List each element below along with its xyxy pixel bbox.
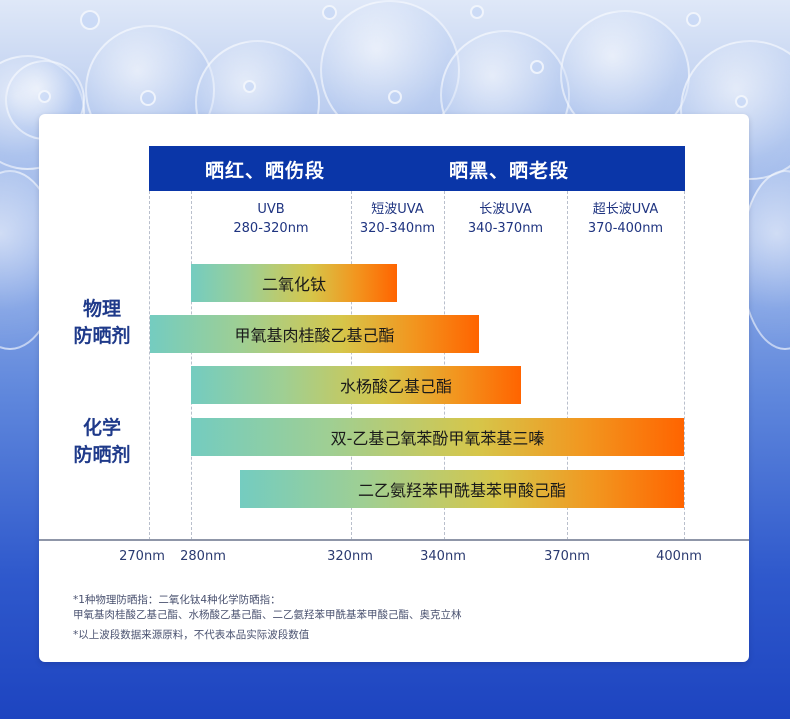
column-range: 340-370nm <box>467 221 544 236</box>
bar-dhhb: 二乙氨羟苯甲酰基苯甲酸己酯 <box>240 470 684 508</box>
footnote-disclaimer: *以上波段数据来源原料，不代表本品实际波段数值 <box>73 629 310 641</box>
column-name: UVB <box>257 202 285 217</box>
band-label-tan-aging: 晒黑、晒老段 <box>449 160 570 182</box>
column-header-ultra-long-uva: 超长波UVA 370-400nm <box>567 200 684 238</box>
footnote-line: *1种物理防晒指：二氧化钛4种化学防晒指： <box>73 594 281 606</box>
band-label-burn: 晒红、晒伤段 <box>205 160 326 182</box>
bar-label: 二乙氨羟苯甲酰基苯甲酸己酯 <box>357 481 566 500</box>
column-range: 320-340nm <box>359 221 436 236</box>
bar-label: 二氧化钛 <box>261 275 326 294</box>
category-line: 防晒剂 <box>73 444 131 466</box>
bar-label: 甲氧基肉桂酸乙基己酯 <box>234 326 395 345</box>
bar-bemotrizinol: 双-乙基己氧苯酚甲氧苯基三嗪 <box>191 418 684 456</box>
column-name: 短波UVA <box>371 202 424 217</box>
x-tick-400: 400nm <box>656 549 702 564</box>
category-physical-sunscreen: 物理 防晒剂 <box>62 296 142 350</box>
gridline-270 <box>149 191 150 540</box>
footnote-line: 甲氧基肉桂酸乙基己酯、水杨酸乙基己酯、二乙氨羟苯甲酰基苯甲酸己酯、奥克立林 <box>73 609 462 621</box>
x-tick-270: 270nm <box>119 549 165 564</box>
x-tick-370: 370nm <box>544 549 590 564</box>
gridline-280 <box>191 191 192 540</box>
bar-label: 双-乙基己氧苯酚甲氧苯基三嗪 <box>330 429 545 448</box>
gridline-400 <box>684 191 685 540</box>
x-tick-340: 340nm <box>420 549 466 564</box>
column-name: 超长波UVA <box>592 202 659 217</box>
column-range: 370-400nm <box>587 221 664 236</box>
bar-titanium-dioxide: 二氧化钛 <box>191 264 397 302</box>
column-header-short-uva: 短波UVA 320-340nm <box>351 200 444 238</box>
bar-label: 水杨酸乙基己酯 <box>339 377 452 396</box>
wavelength-band-header: 晒红、晒伤段 晒黑、晒老段 <box>149 146 685 191</box>
x-tick-280: 280nm <box>180 549 226 564</box>
category-chemical-sunscreen: 化学 防晒剂 <box>62 415 142 469</box>
gridline-370 <box>567 191 568 540</box>
gridline-340 <box>444 191 445 540</box>
category-line: 化学 <box>82 417 121 439</box>
column-name: 长波UVA <box>479 202 532 217</box>
x-axis-line <box>39 539 749 541</box>
footnotes: *1种物理防晒指：二氧化钛4种化学防晒指： 甲氧基肉桂酸乙基己酯、水杨酸乙基己酯… <box>73 593 462 643</box>
column-range: 280-320nm <box>233 221 309 236</box>
category-line: 防晒剂 <box>73 325 131 347</box>
x-tick-320: 320nm <box>327 549 373 564</box>
bar-octyl-salicylate: 水杨酸乙基己酯 <box>191 366 521 404</box>
bar-octyl-methoxycinnamate: 甲氧基肉桂酸乙基己酯 <box>150 315 479 353</box>
column-header-uvb: UVB 280-320nm <box>191 200 351 238</box>
gridline-320 <box>351 191 352 540</box>
column-header-long-uva: 长波UVA 340-370nm <box>444 200 567 238</box>
category-line: 物理 <box>82 298 121 320</box>
